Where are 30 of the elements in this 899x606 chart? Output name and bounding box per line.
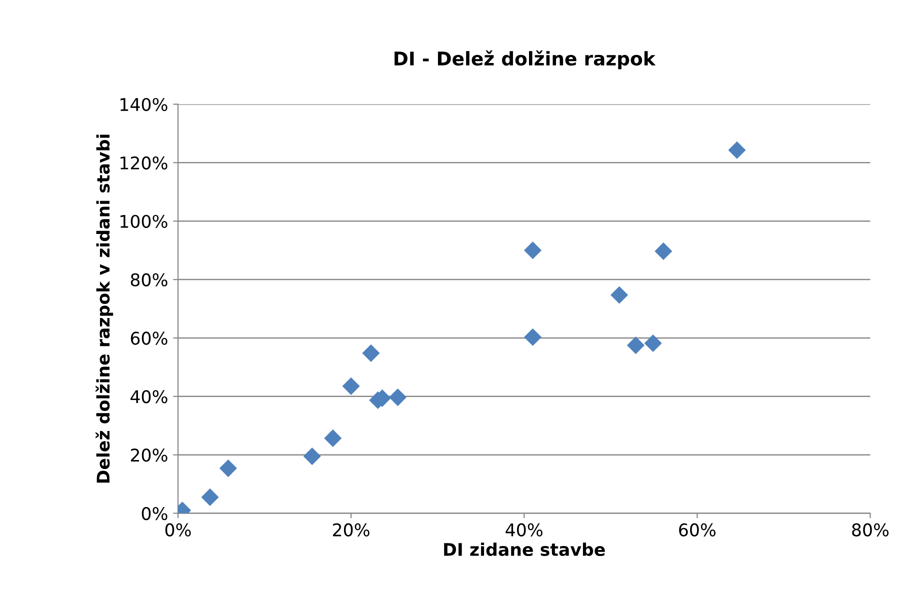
y-tick-label: 80% [130,273,168,286]
point [219,460,237,478]
point [342,377,360,395]
x-tick-label: 60% [679,523,716,536]
y-tick-label: 60% [130,332,168,345]
point [524,242,542,260]
point [524,328,542,346]
x-axis-title: DI zidane stavbe [444,542,605,556]
point [201,488,219,506]
y-tick-label: 100% [120,214,168,228]
point [362,344,380,362]
x-tick-label: 40% [506,523,542,536]
point [610,286,628,304]
y-tick-label: 40% [130,390,168,404]
point [626,336,645,354]
point [644,334,662,352]
x-tick-label: 20% [333,523,370,536]
x-tick-label: 0% [165,523,191,536]
point [728,141,746,159]
y-tick-label: 20% [130,448,168,462]
y-tick-label: 0% [142,506,168,520]
point [303,448,321,466]
point [654,242,672,260]
x-tick-label: 80% [852,523,889,536]
y-axis-title: Delež dolžine razpok v zidani stavbi [96,134,114,483]
point [324,429,342,447]
y-tick-label: 120% [120,156,168,170]
chart-title: DI - Delež dolžine razpok [394,50,656,70]
point [389,388,407,406]
y-tick-label: 140% [120,98,168,112]
